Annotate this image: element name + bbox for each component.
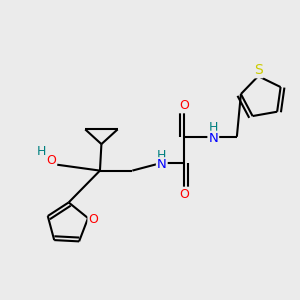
Text: O: O	[88, 213, 98, 226]
Text: H: H	[36, 145, 46, 158]
Text: N: N	[208, 132, 218, 145]
Text: H: H	[208, 122, 218, 134]
Text: H: H	[157, 148, 167, 161]
Text: S: S	[254, 63, 262, 77]
Text: O: O	[179, 99, 189, 112]
Text: N: N	[157, 158, 167, 171]
Text: O: O	[179, 188, 189, 201]
Text: O: O	[46, 154, 56, 167]
